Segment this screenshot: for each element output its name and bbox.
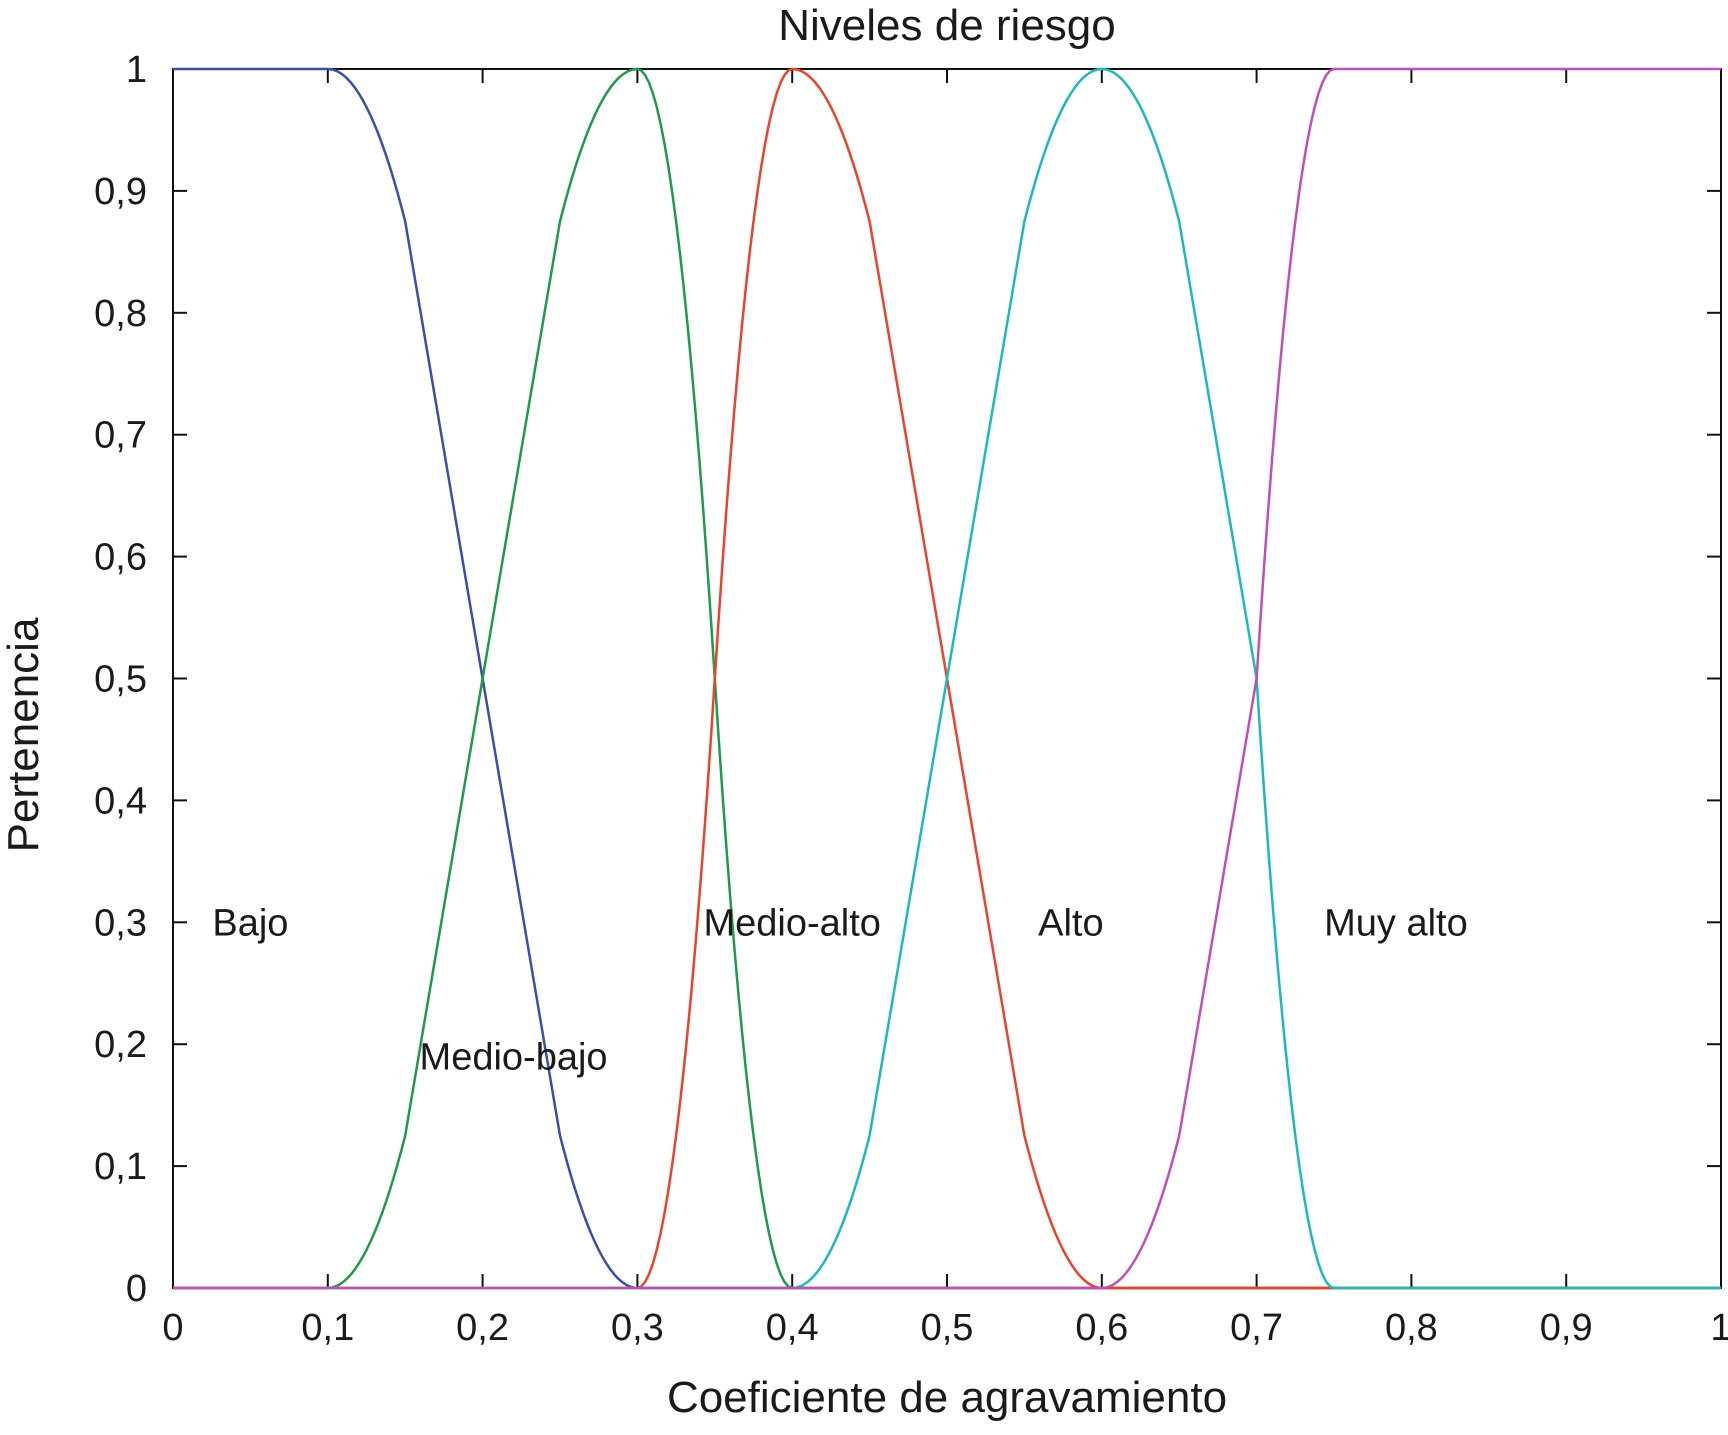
- y-axis-label: Pertenencia: [0, 617, 48, 852]
- curve-label: Medio-bajo: [420, 1036, 608, 1078]
- plot-area: 0 0,1 0,2 0,3 0,4 0,5 0,6 0,7 0,8 0,9 1 0 0,1 0,2 0,3 0…: [94, 49, 1728, 1349]
- series-line-muy-alto: [173, 67, 1721, 1290]
- x-tick-label: 0,3: [611, 1307, 664, 1349]
- series-line-alto: [173, 67, 1721, 1290]
- curve-label: Bajo: [212, 902, 288, 944]
- x-tick-label: 0,8: [1385, 1307, 1438, 1349]
- x-tick-label: 0,6: [1075, 1307, 1128, 1349]
- x-tick-label: 0,7: [1230, 1307, 1283, 1349]
- y-tick-label: 0,9: [94, 171, 147, 213]
- y-tick-label: 0: [126, 1268, 147, 1310]
- chart-title: Niveles de riesgo: [778, 1, 1116, 50]
- y-tick-label: 0,7: [94, 415, 147, 457]
- y-tick-label: 0,6: [94, 537, 147, 579]
- y-tick-label: 0,5: [94, 659, 147, 701]
- x-axis-label: Coeficiente de agravamiento: [667, 1373, 1227, 1422]
- y-tick-label: 0,3: [94, 902, 147, 944]
- y-tick-label: 0,8: [94, 293, 147, 335]
- x-tick-label: 0: [162, 1307, 183, 1349]
- x-tick-label: 0,9: [1540, 1307, 1593, 1349]
- curve-label: Alto: [1038, 902, 1103, 944]
- x-tick-label: 0,2: [456, 1307, 509, 1349]
- curve-label: Muy alto: [1324, 902, 1468, 944]
- y-tick-label: 1: [126, 49, 147, 91]
- x-tick-label: 0,5: [921, 1307, 974, 1349]
- y-tick-label: 0,1: [94, 1146, 147, 1188]
- x-tick-label: 0,4: [766, 1307, 819, 1349]
- y-tick-label: 0,2: [94, 1024, 147, 1066]
- x-tick-label: 1: [1710, 1307, 1728, 1349]
- x-tick-label: 0,1: [301, 1307, 354, 1349]
- y-tick-label: 0,4: [94, 780, 147, 822]
- curve-label: Medio-alto: [703, 902, 880, 944]
